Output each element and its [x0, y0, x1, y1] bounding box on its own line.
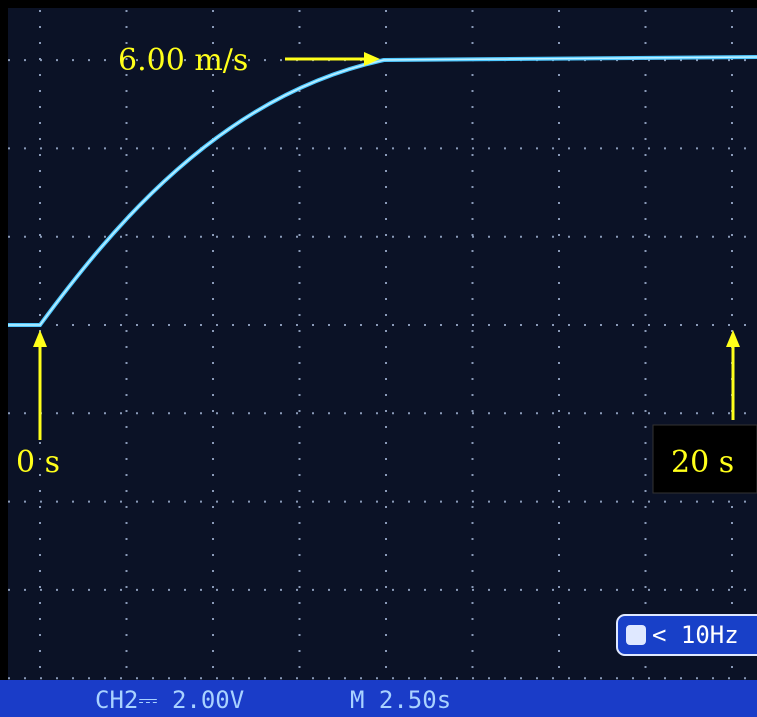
end-label: 20 s [671, 445, 734, 480]
arrow-head [364, 52, 380, 66]
trigger-badge [616, 614, 757, 656]
label-box [652, 424, 757, 494]
trace-core [8, 56, 757, 326]
display [8, 8, 757, 680]
status-bar [0, 680, 757, 717]
speed-label: 6.00 m/s [118, 43, 248, 78]
arrow-head [33, 330, 47, 347]
timebase-label: M 2.50s [350, 686, 451, 714]
start-label: 0 s [16, 445, 60, 480]
grid [8, 10, 757, 680]
trigger-icon [626, 625, 646, 645]
channel-label: CH2⎓ 2.00V [95, 686, 244, 714]
trigger-label: < 10Hz [652, 621, 739, 649]
arrow-head [726, 330, 740, 347]
